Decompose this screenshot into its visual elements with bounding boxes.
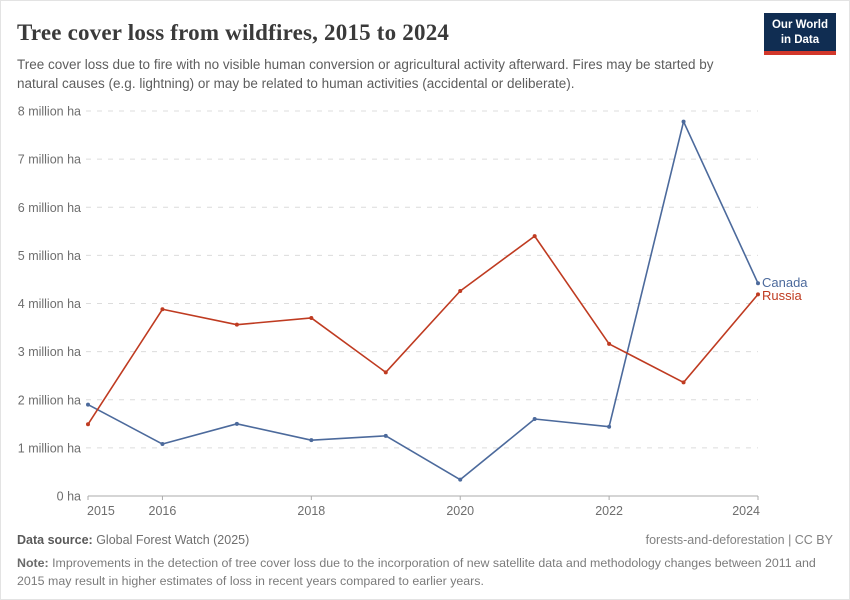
y-tick-label-7: 7 million ha bbox=[18, 153, 81, 167]
x-tick-label-2018: 2018 bbox=[297, 504, 325, 518]
line-chart: 0 ha 1 million ha 2 million ha 3 million ha… bbox=[18, 105, 809, 519]
series-label-canada[interactable]: Canada bbox=[762, 275, 808, 290]
data-source-value: Global Forest Watch (2025) bbox=[92, 533, 250, 547]
y-tick-label-5: 5 million ha bbox=[18, 249, 81, 263]
series-line-russia bbox=[87, 235, 759, 426]
data-point-russia-2019 bbox=[383, 370, 388, 375]
data-point-canada-2020 bbox=[458, 477, 463, 482]
x-tick-label-2022: 2022 bbox=[595, 504, 623, 518]
data-point-canada-2021 bbox=[532, 417, 537, 421]
data-source-label: Data source: bbox=[17, 533, 93, 547]
data-point-canada-2024 bbox=[756, 281, 760, 286]
y-tick-label-8: 8 million ha bbox=[18, 105, 81, 119]
data-point-russia-2015 bbox=[86, 422, 90, 427]
data-point-canada-2018 bbox=[309, 438, 314, 443]
y-tick-label-2: 2 million ha bbox=[18, 393, 81, 407]
page-title: Tree cover loss from wildfires, 2015 to … bbox=[17, 20, 450, 45]
data-point-canada-2022 bbox=[607, 424, 612, 429]
data-point-russia-2021 bbox=[532, 234, 537, 239]
data-point-canada-2016 bbox=[160, 442, 165, 447]
data-point-russia-2020 bbox=[458, 288, 463, 293]
series-line-canada bbox=[87, 120, 759, 481]
footer-note: Note: Improvements in the detection of t… bbox=[17, 554, 835, 590]
x-tick-label-2020: 2020 bbox=[446, 504, 474, 518]
x-tick-label-2016: 2016 bbox=[149, 504, 177, 518]
data-point-russia-2016 bbox=[160, 307, 165, 312]
owid-logo[interactable]: Our World in Data bbox=[763, 13, 836, 55]
page-subtitle: Tree cover loss due to fire with no visi… bbox=[17, 57, 714, 91]
data-source: Data source: Global Forest Watch (2025) bbox=[17, 533, 249, 547]
data-point-russia-2017 bbox=[234, 322, 239, 327]
owid-logo-line1: Our World bbox=[771, 19, 828, 31]
owid-logo-line2: in Data bbox=[780, 33, 820, 46]
data-point-russia-2023 bbox=[681, 380, 686, 385]
data-point-russia-2018 bbox=[309, 315, 314, 320]
series-label-russia[interactable]: Russia bbox=[762, 288, 803, 303]
data-point-canada-2023 bbox=[681, 119, 686, 124]
data-point-russia-2022 bbox=[607, 341, 612, 346]
x-tick-label-2024: 2024 bbox=[732, 504, 760, 518]
x-tick-label-2015: 2015 bbox=[87, 504, 115, 518]
data-point-canada-2015 bbox=[86, 402, 90, 407]
y-tick-label-0: 0 ha bbox=[57, 490, 81, 504]
y-tick-label-4: 4 million ha bbox=[18, 297, 81, 311]
y-tick-label-1: 1 million ha bbox=[18, 441, 81, 455]
footer-datasource: Data source: Global Forest Watch (2025) … bbox=[17, 533, 833, 547]
data-point-canada-2019 bbox=[383, 433, 388, 438]
note-text: Improvements in the detection of tree co… bbox=[17, 556, 816, 589]
data-point-russia-2024 bbox=[756, 292, 760, 297]
data-point-canada-2017 bbox=[234, 421, 239, 426]
y-tick-label-6: 6 million ha bbox=[18, 201, 81, 215]
license-attribution[interactable]: forests-and-deforestation | CC BY bbox=[645, 533, 833, 547]
note-label: Note: bbox=[17, 556, 49, 570]
y-tick-label-3: 3 million ha bbox=[18, 345, 81, 359]
